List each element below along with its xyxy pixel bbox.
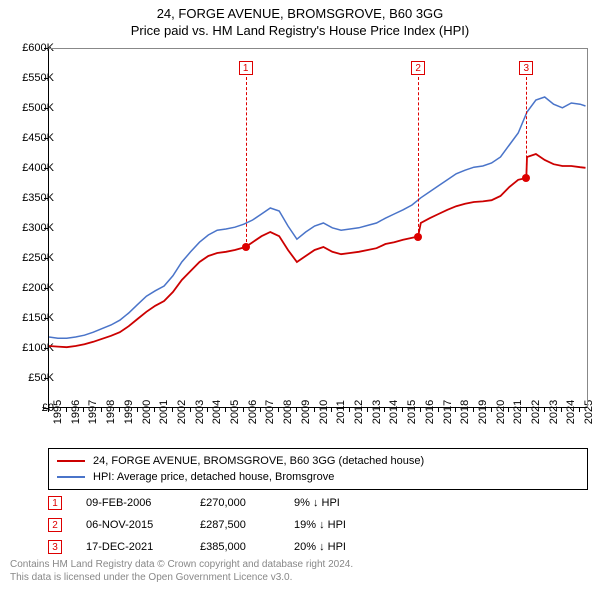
title-block: 24, FORGE AVENUE, BROMSGROVE, B60 3GG Pr… xyxy=(0,0,600,40)
event-row: 2 06-NOV-2015 £287,500 19% ↓ HPI xyxy=(48,514,588,536)
plot-area: 1 2 3 xyxy=(48,48,588,408)
event-number: 3 xyxy=(48,540,62,554)
chart-container: 24, FORGE AVENUE, BROMSGROVE, B60 3GG Pr… xyxy=(0,0,600,590)
legend-swatch xyxy=(57,460,85,462)
event-diff: 9% ↓ HPI xyxy=(294,497,384,509)
marker-line xyxy=(246,77,247,247)
event-number: 1 xyxy=(48,496,62,510)
legend-label: HPI: Average price, detached house, Brom… xyxy=(93,471,334,483)
event-row: 1 09-FEB-2006 £270,000 9% ↓ HPI xyxy=(48,492,588,514)
chart-title: 24, FORGE AVENUE, BROMSGROVE, B60 3GG xyxy=(0,6,600,21)
legend-swatch xyxy=(57,476,85,478)
event-date: 17-DEC-2021 xyxy=(86,541,176,553)
marker-line xyxy=(418,77,419,237)
event-price: £287,500 xyxy=(200,519,270,531)
series-line-property xyxy=(49,154,586,347)
event-number: 2 xyxy=(48,518,62,532)
marker-dot xyxy=(522,174,530,182)
legend-label: 24, FORGE AVENUE, BROMSGROVE, B60 3GG (d… xyxy=(93,455,424,467)
events-table: 1 09-FEB-2006 £270,000 9% ↓ HPI 2 06-NOV-2015… xyxy=(48,492,588,558)
footer-line1: Contains HM Land Registry data © Crown c… xyxy=(10,558,353,571)
marker-box: 1 xyxy=(239,61,253,75)
marker-dot xyxy=(414,233,422,241)
event-date: 09-FEB-2006 xyxy=(86,497,176,509)
event-diff: 20% ↓ HPI xyxy=(294,541,384,553)
event-price: £385,000 xyxy=(200,541,270,553)
legend-row: HPI: Average price, detached house, Brom… xyxy=(57,469,579,485)
marker-box: 3 xyxy=(519,61,533,75)
legend-row: 24, FORGE AVENUE, BROMSGROVE, B60 3GG (d… xyxy=(57,453,579,469)
event-diff: 19% ↓ HPI xyxy=(294,519,384,531)
marker-dot xyxy=(242,243,250,251)
event-row: 3 17-DEC-2021 £385,000 20% ↓ HPI xyxy=(48,536,588,558)
legend: 24, FORGE AVENUE, BROMSGROVE, B60 3GG (d… xyxy=(48,448,588,490)
event-price: £270,000 xyxy=(200,497,270,509)
marker-line xyxy=(526,77,527,178)
chart-subtitle: Price paid vs. HM Land Registry's House … xyxy=(0,23,600,38)
event-date: 06-NOV-2015 xyxy=(86,519,176,531)
marker-box: 2 xyxy=(411,61,425,75)
series-line-hpi xyxy=(49,97,586,338)
footer: Contains HM Land Registry data © Crown c… xyxy=(10,558,353,584)
plot-svg xyxy=(49,49,589,409)
footer-line2: This data is licensed under the Open Gov… xyxy=(10,571,353,584)
